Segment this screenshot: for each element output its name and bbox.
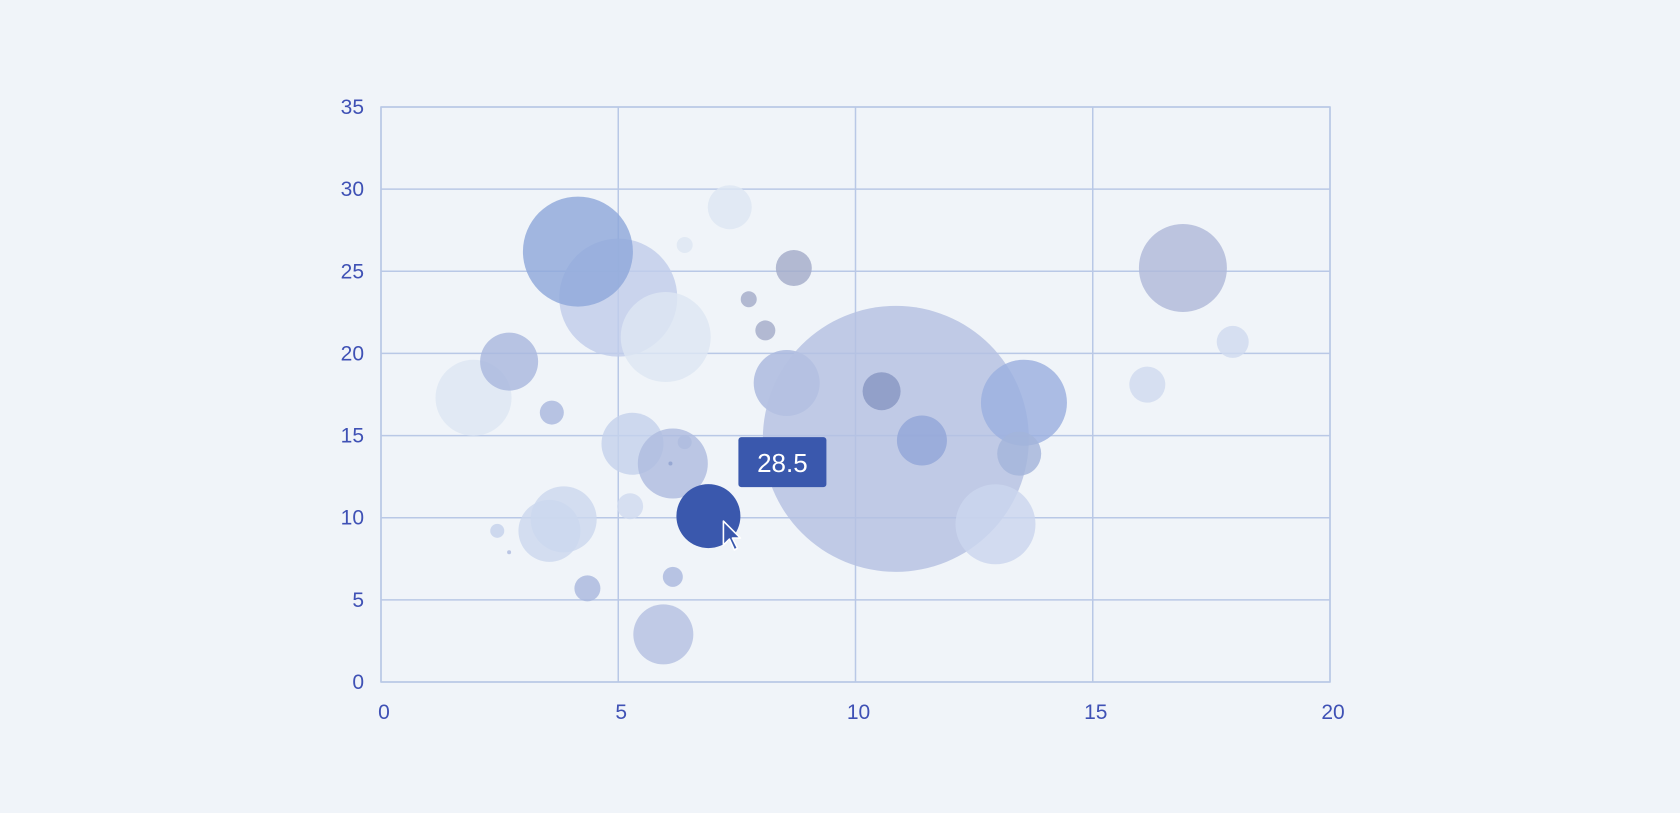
- plot-frame: [380, 106, 1331, 683]
- x-tick-label: 0: [378, 701, 390, 724]
- bubble-point[interactable]: [997, 431, 1042, 476]
- x-tick-label: 15: [1084, 701, 1107, 724]
- bubble-point[interactable]: [955, 484, 1036, 565]
- y-tick-label: 35: [341, 96, 364, 119]
- bubble-point[interactable]: [677, 435, 692, 450]
- bubble-point[interactable]: [480, 332, 539, 391]
- y-tick-label: 15: [341, 425, 364, 448]
- bubble-point[interactable]: [617, 493, 644, 520]
- value-tooltip: 28.5: [738, 437, 827, 488]
- x-tick-label: 5: [615, 701, 627, 724]
- bubble-point[interactable]: [1129, 366, 1166, 403]
- bubble-point[interactable]: [668, 461, 673, 466]
- y-tick-label: 10: [341, 507, 364, 530]
- bubble-point[interactable]: [620, 292, 711, 382]
- bubble-point[interactable]: [896, 415, 947, 466]
- y-tick-label: 25: [341, 260, 364, 283]
- bubble-point[interactable]: [862, 372, 901, 411]
- bubble-point[interactable]: [1138, 224, 1227, 312]
- bubble-point[interactable]: [507, 550, 512, 555]
- x-tick-label: 10: [847, 701, 870, 724]
- bubble-point[interactable]: [539, 400, 564, 425]
- bubble-point[interactable]: [1216, 325, 1249, 358]
- x-tick-label: 20: [1321, 701, 1344, 724]
- bubble-point[interactable]: [775, 250, 812, 286]
- bubble-point[interactable]: [662, 566, 683, 587]
- y-tick-label: 20: [341, 342, 364, 365]
- tooltip-value: 28.5: [757, 448, 808, 478]
- bubble-point[interactable]: [755, 320, 776, 341]
- bubble-point[interactable]: [490, 523, 505, 538]
- mouse-cursor-icon: [722, 520, 742, 551]
- bubble-point[interactable]: [633, 604, 694, 665]
- bubble-point[interactable]: [676, 237, 693, 253]
- bubble-point[interactable]: [522, 196, 633, 307]
- bubble-point[interactable]: [980, 359, 1067, 446]
- y-tick-label: 30: [341, 178, 364, 201]
- bubble-point[interactable]: [740, 291, 757, 308]
- y-tick-label: 5: [352, 589, 364, 612]
- bubble-point[interactable]: [574, 575, 601, 602]
- bubble-point[interactable]: [530, 486, 597, 553]
- tooltip-box: [738, 437, 827, 488]
- y-tick-label: 0: [352, 671, 364, 694]
- bubble-point[interactable]: [707, 185, 752, 230]
